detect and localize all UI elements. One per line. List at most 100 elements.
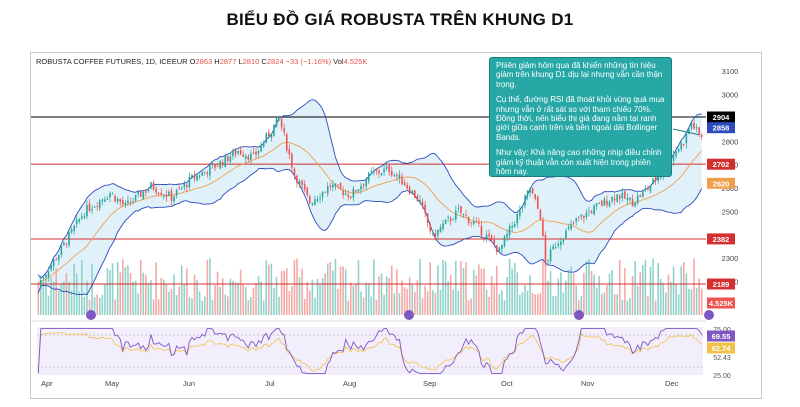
volume-bar (483, 268, 485, 315)
candle-body (693, 122, 695, 129)
candle-body (150, 181, 152, 189)
candle-body (239, 149, 242, 155)
candle-body (309, 196, 311, 204)
volume-bar (549, 270, 552, 315)
volume-bar (677, 294, 680, 315)
candle-body (634, 202, 636, 207)
volume-bar (601, 294, 603, 315)
volume-bar (201, 300, 204, 315)
level-tag-2904-bg (707, 111, 735, 123)
candle-body (452, 219, 455, 221)
volume-bar (588, 258, 590, 315)
candle-body (342, 190, 344, 195)
volume-bar (163, 279, 165, 315)
candle-body (478, 222, 480, 224)
candle-body (677, 148, 680, 152)
volume-bar (268, 264, 270, 315)
volume-bar (521, 292, 524, 315)
chart-svg[interactable]: 3100300028002700260025002300220029042702… (31, 53, 761, 398)
event-marker-icon[interactable] (574, 310, 584, 320)
candle-body (455, 210, 457, 220)
volume-bar (375, 299, 378, 315)
volume-bar (157, 299, 160, 315)
volume-bar (480, 268, 483, 315)
candle-body (685, 133, 688, 144)
volume-bar (57, 290, 60, 315)
candle-body (362, 183, 365, 186)
candle-body (547, 260, 549, 262)
candle-body (214, 163, 216, 168)
event-marker-icon[interactable] (704, 310, 714, 320)
candle-body (280, 118, 283, 128)
candle-body (191, 175, 193, 178)
volume-bar (542, 260, 544, 315)
volume-bar (529, 275, 531, 315)
candle-body (347, 194, 350, 198)
candle-body (585, 212, 588, 218)
candle-body (542, 219, 544, 237)
volume-bar (40, 283, 42, 315)
candle-body (152, 182, 155, 190)
volume-bar (70, 290, 73, 315)
candle-body (170, 190, 173, 201)
volume-bar (698, 278, 700, 315)
candle-body (285, 133, 288, 151)
volume-bar (501, 290, 503, 315)
candle-body (321, 191, 324, 198)
event-marker-icon[interactable] (86, 310, 96, 320)
candle-body (298, 180, 301, 185)
candle-body (539, 210, 542, 220)
candle-body (244, 156, 247, 159)
candle-body (583, 216, 585, 219)
volume-bar (78, 291, 81, 315)
volume-bar (96, 294, 98, 315)
volume-bar (50, 277, 52, 315)
volume-bar (598, 276, 601, 315)
candle-body (360, 185, 362, 190)
candle-body (370, 171, 373, 172)
candle-body (408, 187, 411, 194)
candle-body (270, 133, 273, 138)
candle-body (157, 193, 160, 194)
candle-body (373, 171, 375, 173)
candle-body (534, 194, 537, 199)
volume-bar (119, 272, 122, 315)
candle-body (501, 244, 503, 249)
volume-bar (547, 280, 549, 315)
high-value: 2877 (219, 57, 237, 66)
volume-bar (519, 294, 521, 315)
symbol-name[interactable]: ROBUSTA COFFEE FUTURES, 1D, ICEEUR (36, 57, 188, 66)
candle-body (186, 184, 188, 188)
candle-body (319, 197, 321, 199)
candle-body (467, 217, 470, 224)
candle-body (329, 185, 332, 188)
volume-bar (462, 267, 465, 315)
volume-bar (278, 296, 280, 315)
vol-value: 4.525K (343, 57, 368, 66)
volume-bar (68, 281, 70, 315)
volume-bar (693, 258, 695, 315)
candle-body (250, 153, 252, 160)
candle-body (431, 232, 434, 234)
volume-bar (319, 283, 321, 315)
candle-body (193, 175, 196, 179)
volume-bar (511, 268, 513, 315)
volume-tag: 4.525K (709, 299, 734, 308)
volume-bar (83, 296, 86, 315)
candle-body (314, 199, 316, 205)
candle-body (490, 235, 493, 241)
candle-body (606, 200, 608, 206)
volume-bar (585, 261, 588, 315)
candle-body (155, 188, 157, 193)
candle-body (611, 196, 613, 202)
candle-body (700, 134, 703, 137)
candle-body (496, 245, 498, 253)
volume-bar (562, 292, 565, 315)
candle-body (339, 182, 342, 189)
volume-bar (424, 285, 426, 315)
volume-bar (593, 274, 595, 315)
candle-body (654, 176, 657, 181)
volume-bar (165, 284, 168, 315)
event-marker-icon[interactable] (404, 310, 414, 320)
volume-bar (690, 289, 693, 315)
